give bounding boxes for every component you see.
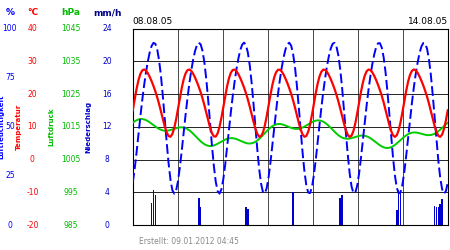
Bar	[400, 193, 401, 225]
Bar	[434, 206, 435, 225]
Text: 4: 4	[105, 188, 109, 197]
Text: 1035: 1035	[61, 57, 81, 66]
Text: 8: 8	[105, 155, 109, 164]
Text: Temperatur: Temperatur	[16, 104, 22, 150]
Text: Luftfeuchtigkeit: Luftfeuchtigkeit	[0, 94, 4, 159]
Bar	[245, 207, 247, 225]
Text: 24: 24	[102, 24, 112, 33]
Text: -10: -10	[26, 188, 39, 197]
Bar	[155, 195, 156, 225]
Text: °C: °C	[27, 8, 38, 18]
Bar	[396, 210, 397, 225]
Text: 10: 10	[27, 122, 37, 131]
Text: 14.08.05: 14.08.05	[408, 17, 448, 26]
Text: 16: 16	[102, 90, 112, 99]
Bar	[247, 209, 248, 225]
Bar	[398, 190, 400, 225]
Bar	[292, 192, 294, 225]
Text: 1025: 1025	[62, 90, 81, 99]
Bar	[153, 190, 154, 225]
Text: 12: 12	[102, 122, 112, 131]
Bar	[198, 198, 199, 225]
Text: 1005: 1005	[61, 155, 81, 164]
Text: 100: 100	[3, 24, 17, 33]
Text: 995: 995	[64, 188, 78, 197]
Text: 0: 0	[105, 220, 109, 230]
Text: hPa: hPa	[62, 8, 81, 18]
Bar	[440, 204, 441, 225]
Text: 985: 985	[64, 220, 78, 230]
Text: -20: -20	[26, 220, 39, 230]
Text: Luftdruck: Luftdruck	[48, 108, 54, 146]
Text: %: %	[5, 8, 14, 18]
Bar	[151, 202, 153, 225]
Text: 1045: 1045	[61, 24, 81, 33]
Text: 0: 0	[8, 220, 12, 230]
Bar	[441, 199, 443, 225]
Text: 20: 20	[102, 57, 112, 66]
Text: 40: 40	[27, 24, 37, 33]
Text: 75: 75	[5, 73, 15, 82]
Text: 30: 30	[27, 57, 37, 66]
Bar	[436, 207, 437, 225]
Text: 50: 50	[5, 122, 15, 131]
Text: 25: 25	[5, 172, 15, 180]
Text: 20: 20	[27, 90, 37, 99]
Text: mm/h: mm/h	[93, 8, 122, 18]
Bar	[339, 198, 341, 225]
Bar	[342, 195, 343, 225]
Text: 1015: 1015	[62, 122, 81, 131]
Text: Erstellt: 09.01.2012 04:45: Erstellt: 09.01.2012 04:45	[139, 237, 239, 246]
Text: 0: 0	[30, 155, 35, 164]
Bar	[200, 207, 202, 225]
Bar	[437, 207, 439, 225]
Text: Niederschlag: Niederschlag	[85, 101, 91, 153]
Text: 08.08.05: 08.08.05	[133, 17, 173, 26]
